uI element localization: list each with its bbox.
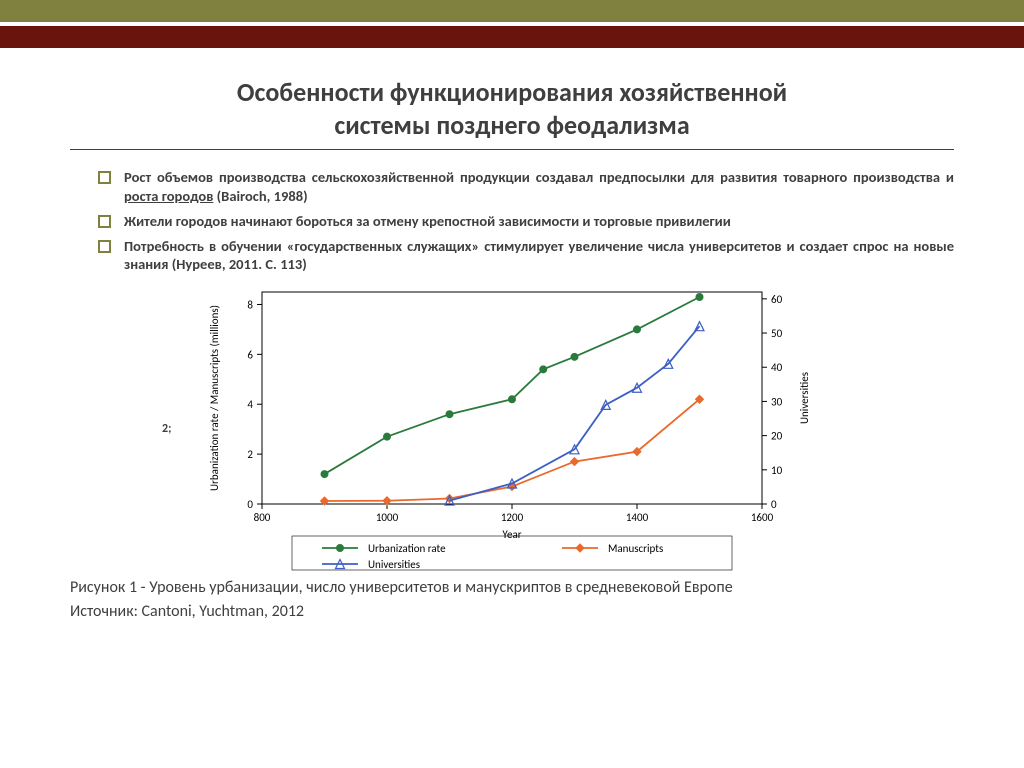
svg-text:6: 6 bbox=[247, 349, 253, 362]
bullet-item: Потребность в обучении «государственных … bbox=[98, 237, 954, 275]
svg-text:8: 8 bbox=[247, 299, 253, 312]
bullet-text-post: (Bairoch, 1988) bbox=[213, 187, 307, 205]
svg-text:0: 0 bbox=[771, 498, 777, 511]
svg-text:Urbanization rate: Urbanization rate bbox=[368, 542, 446, 555]
bullet-text-underline: роста городов bbox=[124, 187, 213, 205]
chart-container: 2; 8001000120014001600024680102030405060… bbox=[202, 282, 822, 572]
svg-text:Universities: Universities bbox=[798, 372, 811, 424]
bullet-text: Жители городов начинают бороться за отме… bbox=[124, 212, 731, 230]
side-annotation: 2; bbox=[162, 422, 171, 436]
banner-stripe-olive bbox=[0, 0, 1024, 22]
svg-text:Manuscripts: Manuscripts bbox=[608, 542, 663, 555]
bullet-list: Рост объемов производства сельскохозяйст… bbox=[70, 168, 954, 274]
bullet-text: Потребность в обучении «государственных … bbox=[124, 237, 954, 274]
banner-stripe-maroon bbox=[0, 26, 1024, 48]
svg-text:800: 800 bbox=[254, 511, 271, 524]
bullet-item: Рост объемов производства сельскохозяйст… bbox=[98, 168, 954, 206]
svg-text:Universities: Universities bbox=[368, 558, 420, 571]
svg-text:0: 0 bbox=[247, 498, 253, 511]
line-chart: 8001000120014001600024680102030405060Yea… bbox=[202, 282, 822, 572]
figure-caption: Рисунок 1 - Уровень урбанизации, число у… bbox=[70, 578, 954, 598]
svg-text:60: 60 bbox=[771, 293, 783, 306]
figure-source: Источник: Cantoni, Yuchtman, 2012 bbox=[70, 602, 954, 621]
svg-text:2: 2 bbox=[247, 448, 253, 461]
svg-text:20: 20 bbox=[771, 430, 783, 443]
slide-content: Особенности функционирования хозяйственн… bbox=[0, 48, 1024, 621]
slide-title: Особенности функционирования хозяйственн… bbox=[70, 76, 954, 150]
svg-text:4: 4 bbox=[247, 398, 253, 411]
svg-text:Year: Year bbox=[502, 528, 521, 541]
svg-text:30: 30 bbox=[771, 396, 783, 409]
top-banner bbox=[0, 0, 1024, 48]
svg-text:Urbanization rate / Manuscript: Urbanization rate / Manuscripts (million… bbox=[208, 305, 221, 491]
svg-text:50: 50 bbox=[771, 327, 783, 340]
svg-text:1000: 1000 bbox=[376, 511, 399, 524]
svg-text:1400: 1400 bbox=[626, 511, 649, 524]
svg-text:40: 40 bbox=[771, 361, 783, 374]
title-line-1: Особенности функционирования хозяйственн… bbox=[237, 76, 787, 108]
title-line-2: системы позднего феодализма bbox=[334, 109, 689, 141]
svg-text:10: 10 bbox=[771, 464, 783, 477]
bullet-item: Жители городов начинают бороться за отме… bbox=[98, 212, 954, 231]
svg-text:1200: 1200 bbox=[501, 511, 524, 524]
svg-text:1600: 1600 bbox=[751, 511, 774, 524]
bullet-text-pre: Рост объемов производства сельскохозяйст… bbox=[124, 168, 954, 186]
